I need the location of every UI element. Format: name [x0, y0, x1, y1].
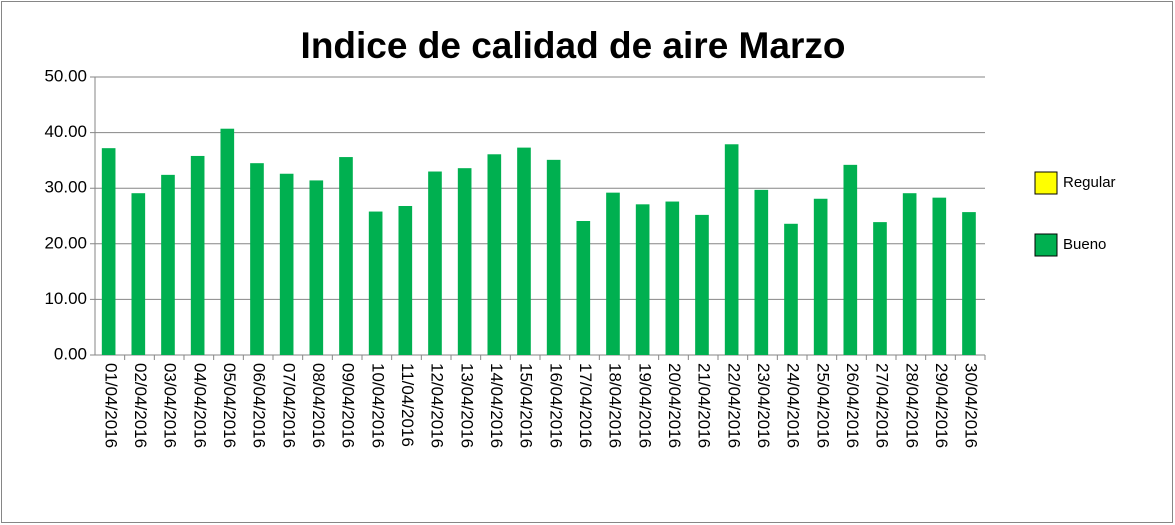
bar: [428, 171, 442, 355]
bar: [398, 205, 413, 355]
x-tick-label: 26/04/2016: [843, 363, 862, 448]
bar: [250, 163, 264, 355]
bar: [190, 155, 205, 355]
bar: [487, 154, 502, 355]
x-tick-label: 24/04/2016: [784, 363, 803, 448]
x-tick-label: 25/04/2016: [813, 363, 832, 448]
bar: [784, 223, 798, 355]
bar: [724, 144, 739, 355]
bar: [606, 192, 620, 355]
x-tick-label: 03/04/2016: [161, 363, 180, 448]
x-tick-label: 23/04/2016: [754, 363, 773, 448]
legend-label: Bueno: [1063, 236, 1106, 253]
bar: [932, 197, 947, 355]
bar: [101, 148, 116, 355]
y-tick-label: 40.00: [44, 122, 87, 141]
x-tick-label: 06/04/2016: [250, 363, 269, 448]
x-tick-label: 12/04/2016: [428, 363, 447, 448]
x-tick-label: 09/04/2016: [339, 363, 358, 448]
bar: [754, 189, 769, 355]
x-tick-label: 20/04/2016: [665, 363, 684, 448]
y-tick-label: 30.00: [44, 178, 87, 197]
x-tick-label: 01/04/2016: [101, 363, 120, 448]
y-tick-label: 50.00: [44, 66, 87, 85]
x-tick-label: 21/04/2016: [695, 363, 714, 448]
bar: [368, 211, 383, 355]
x-tick-label: 05/04/2016: [220, 363, 239, 448]
bar: [546, 159, 561, 355]
bar: [309, 180, 324, 355]
x-tick-label: 02/04/2016: [131, 363, 150, 448]
x-tick-label: 15/04/2016: [517, 363, 536, 448]
x-tick-label: 08/04/2016: [309, 363, 328, 448]
bar: [161, 174, 175, 355]
x-tick-label: 07/04/2016: [279, 363, 298, 448]
bar: [635, 204, 650, 355]
bar: [665, 201, 680, 355]
x-tick-label: 22/04/2016: [724, 363, 743, 448]
legend-swatch: [1034, 171, 1058, 195]
x-tick-label: 19/04/2016: [635, 363, 654, 448]
bar: [339, 157, 353, 355]
x-tick-label: 30/04/2016: [962, 363, 981, 448]
bar: [873, 222, 887, 355]
x-tick-label: 14/04/2016: [487, 363, 506, 448]
x-tick-label: 18/04/2016: [606, 363, 625, 448]
legend-swatch: [1034, 233, 1058, 257]
bar: [457, 168, 472, 355]
x-tick-label: 13/04/2016: [457, 363, 476, 448]
x-tick-label: 04/04/2016: [190, 363, 209, 448]
bar: [279, 173, 294, 355]
bar: [813, 198, 828, 355]
bar: [695, 214, 709, 355]
bar: [131, 193, 146, 355]
chart-title: Indice de calidad de aire Marzo: [301, 25, 846, 66]
bar: [576, 221, 591, 355]
bar: [902, 193, 917, 355]
x-tick-label: 16/04/2016: [546, 363, 565, 448]
bar: [220, 128, 235, 355]
bar: [517, 147, 531, 355]
x-tick-label: 28/04/2016: [902, 363, 921, 448]
x-tick-label: 11/04/2016: [398, 363, 417, 447]
legend-label: Regular: [1063, 174, 1116, 191]
y-tick-label: 10.00: [44, 289, 87, 308]
bar: [843, 164, 858, 355]
x-tick-label: 10/04/2016: [368, 363, 387, 448]
y-tick-label: 0.00: [54, 344, 87, 363]
x-tick-label: 29/04/2016: [932, 363, 951, 448]
bar: [962, 212, 976, 355]
x-tick-label: 17/04/2016: [576, 363, 595, 448]
x-tick-label: 27/04/2016: [873, 363, 892, 448]
y-tick-label: 20.00: [44, 233, 87, 252]
